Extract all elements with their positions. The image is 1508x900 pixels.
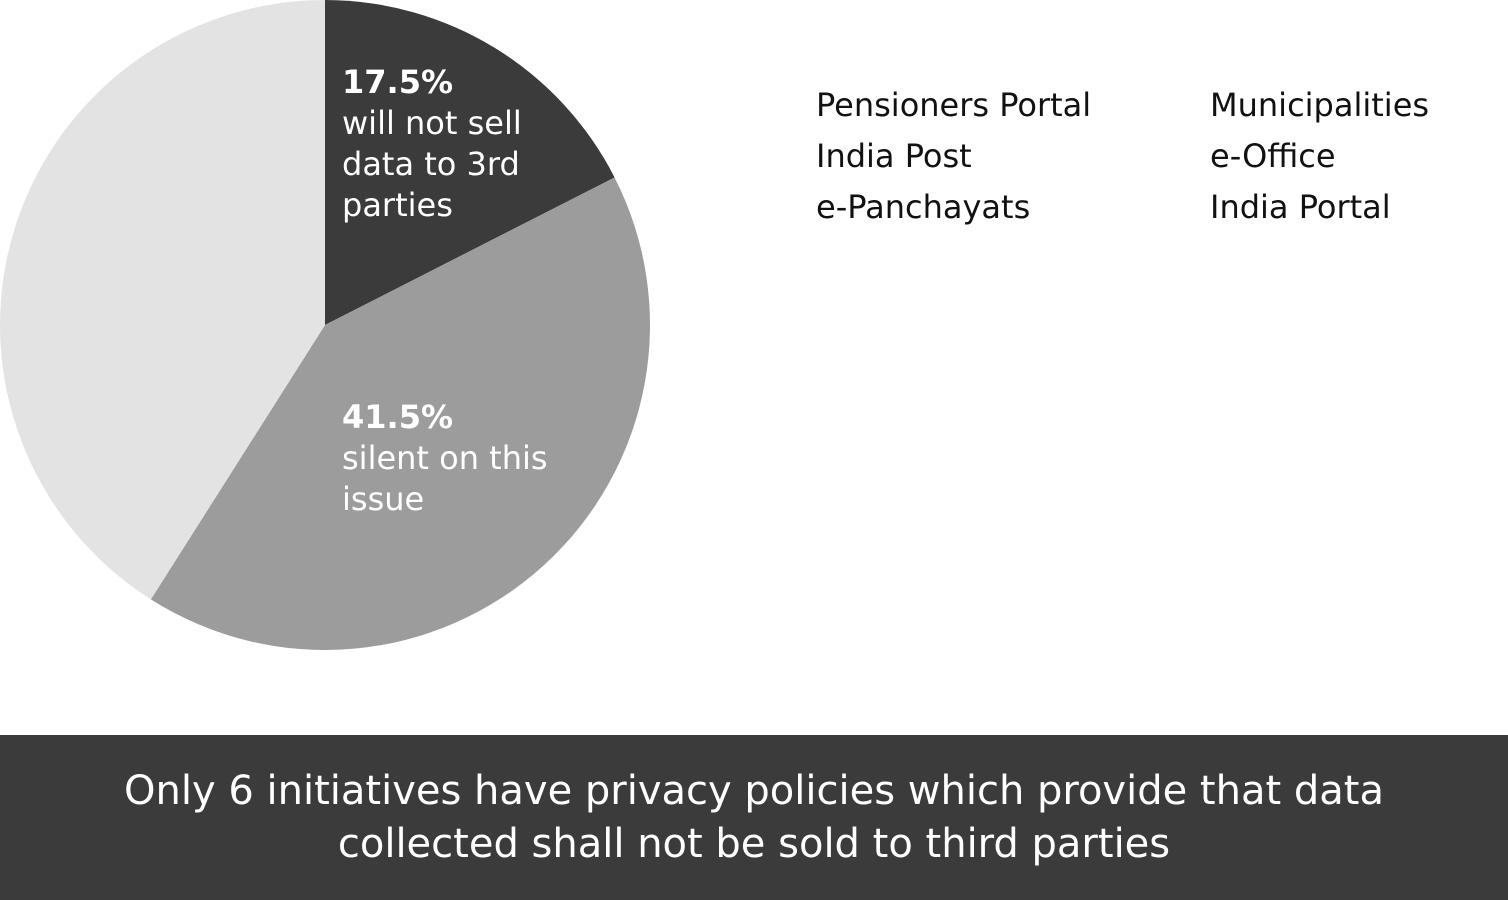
pie-slice	[0, 0, 326, 600]
initiative-name: e-Office	[1210, 137, 1336, 175]
initiative-name: India Post	[816, 137, 972, 175]
pie-slice	[150, 177, 650, 650]
slice-category: will not sell data to 3rd parties	[342, 104, 522, 224]
initiative-name: Municipalities	[1210, 86, 1430, 124]
initiative-name: e-Panchayats	[816, 188, 1031, 226]
pie-chart	[0, 0, 650, 650]
initiative-name: Pensioners Portal	[816, 86, 1092, 124]
value-label: 41.5%	[342, 398, 454, 436]
footer-text: Only 6 initiatives have privacy policies…	[124, 767, 1384, 867]
pie-slice	[325, 0, 615, 325]
slice-label: 17.5% will not sell data to 3rd parties	[342, 62, 567, 226]
slice-category: silent on this issue	[342, 439, 548, 518]
initiative-list: Pensioners Portal India Post e-Panchayats M…	[816, 86, 1508, 239]
initiative-name: India Portal	[1210, 188, 1391, 226]
footer-band: Only 6 initiatives have privacy policies…	[0, 735, 1508, 900]
value-label: 17.5%	[342, 63, 454, 101]
slice-label: 41.5% silent on this issue	[342, 397, 567, 520]
